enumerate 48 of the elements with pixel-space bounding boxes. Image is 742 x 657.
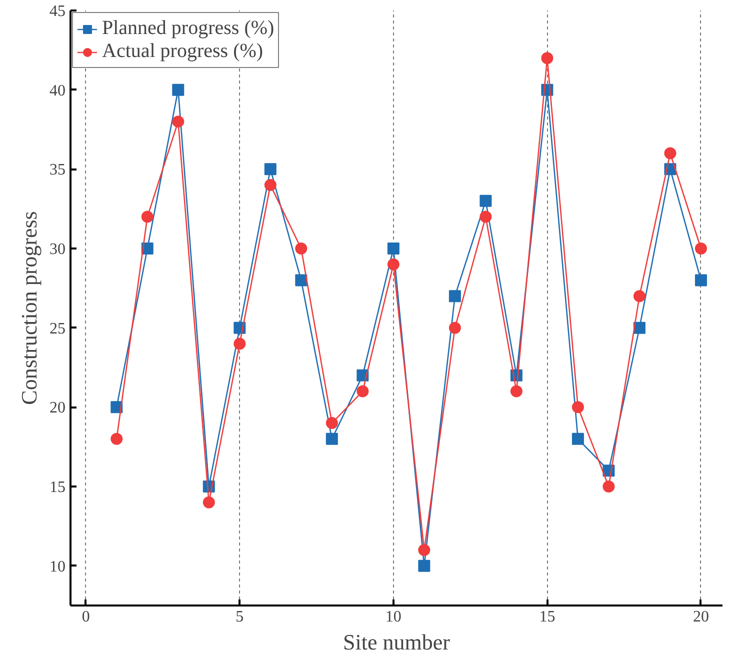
point — [633, 290, 646, 302]
point — [387, 258, 400, 270]
x-axis-title: Site number — [343, 630, 451, 654]
point — [326, 432, 338, 445]
point — [448, 322, 461, 334]
point — [480, 210, 492, 223]
legend-label: Actual progress (%) — [102, 40, 264, 63]
point — [480, 194, 492, 207]
point — [326, 417, 338, 430]
y-tick-label: 40 — [50, 82, 66, 100]
x-tick-label: 10 — [385, 608, 402, 626]
point — [664, 147, 676, 160]
point — [448, 290, 461, 302]
y-tick-label: 20 — [50, 400, 66, 417]
point — [572, 432, 584, 445]
point — [572, 401, 584, 414]
x-tick-label: 5 — [236, 608, 244, 626]
y-tick-label: 15 — [50, 479, 66, 496]
point — [510, 385, 522, 398]
x-tick-label: 0 — [82, 608, 90, 626]
point — [234, 338, 246, 350]
y-tick-label: 45 — [50, 3, 66, 20]
point — [141, 210, 154, 223]
point — [694, 242, 707, 254]
point — [110, 432, 123, 445]
y-tick-label: 25 — [50, 320, 66, 338]
y-tick-label: 10 — [50, 558, 66, 576]
point — [295, 242, 308, 254]
point — [541, 52, 554, 64]
legend-label: Planned progress (%) — [102, 17, 274, 40]
point — [172, 116, 184, 128]
point — [633, 322, 646, 334]
point — [202, 496, 215, 508]
point — [264, 179, 276, 192]
x-tick-label: 20 — [692, 608, 709, 626]
point — [356, 385, 369, 398]
point — [602, 480, 615, 492]
point — [264, 163, 276, 176]
point — [295, 274, 308, 286]
y-tick-label: 30 — [50, 241, 66, 258]
y-tick-label: 35 — [50, 162, 66, 179]
point — [694, 274, 707, 286]
x-tick-label: 15 — [539, 608, 556, 626]
point — [172, 84, 184, 96]
y-axis-title: Construction progress — [16, 211, 42, 405]
point — [418, 544, 430, 556]
point — [387, 242, 400, 254]
point — [418, 560, 430, 572]
